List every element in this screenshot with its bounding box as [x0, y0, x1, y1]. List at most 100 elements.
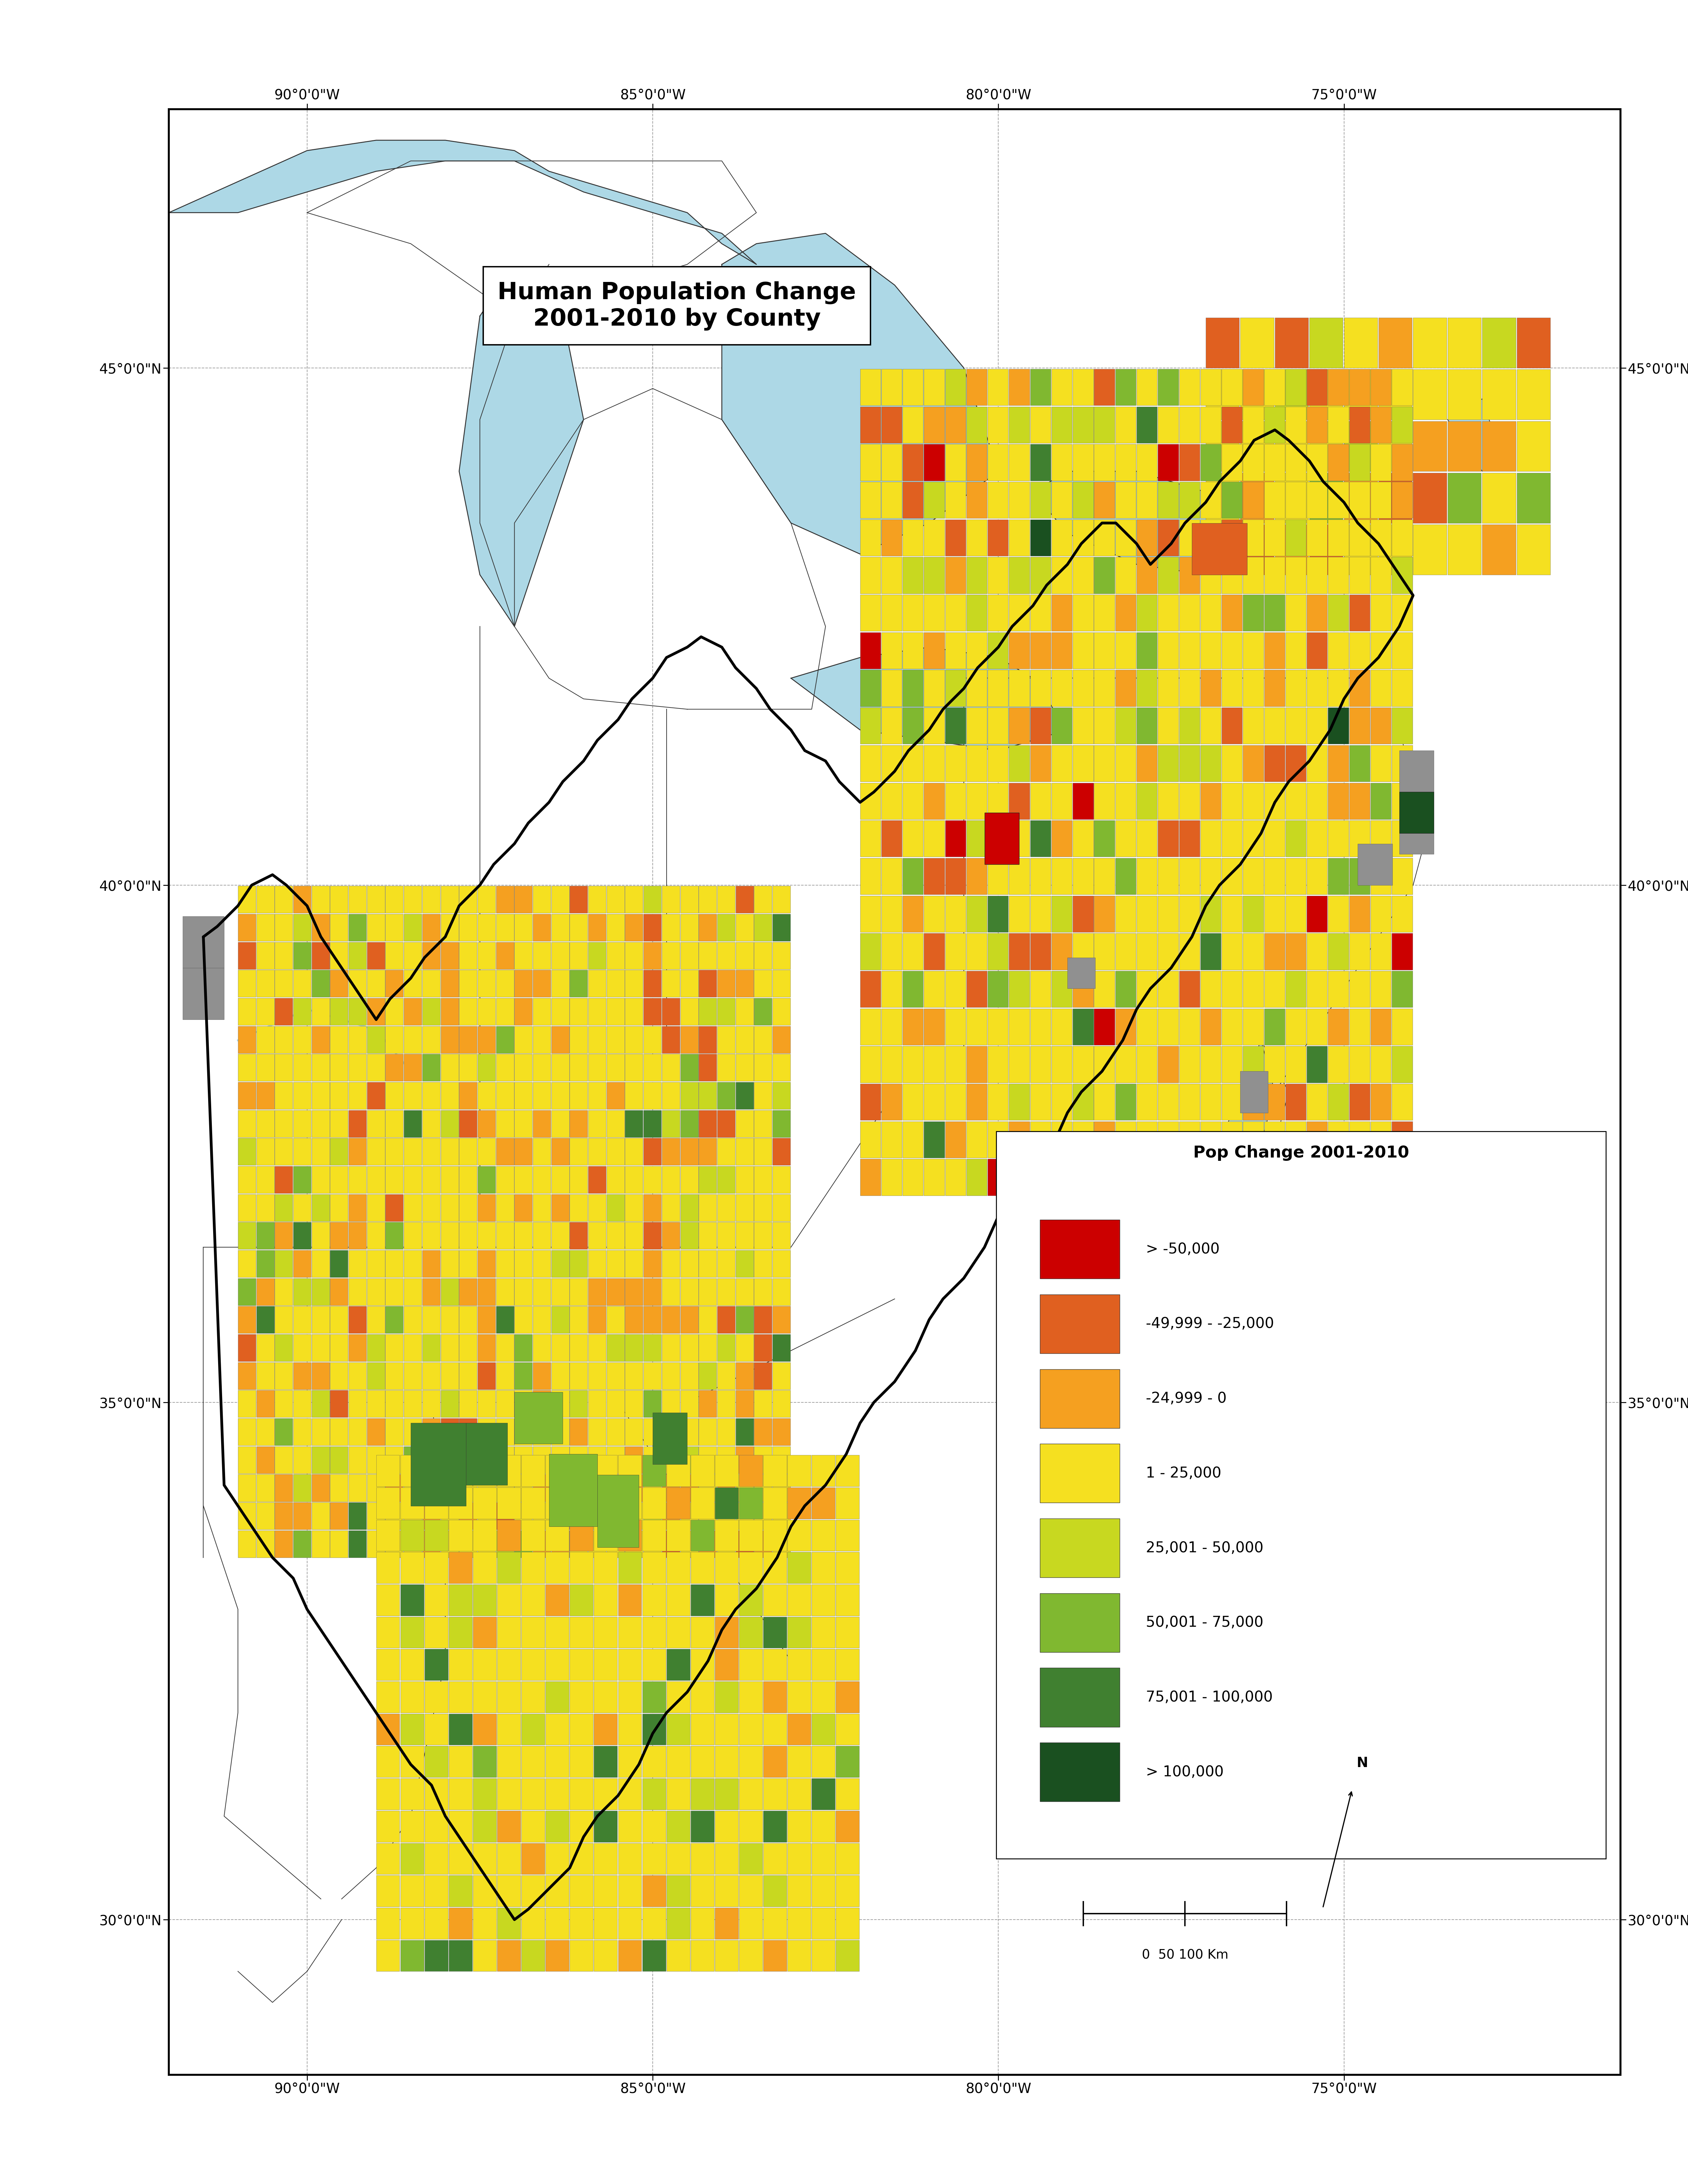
Bar — [376, 1553, 400, 1583]
Bar — [1286, 520, 1307, 557]
Bar — [496, 1249, 513, 1278]
Bar — [376, 1714, 400, 1745]
Bar — [1158, 520, 1178, 557]
Bar — [496, 1446, 513, 1474]
Bar — [625, 1531, 643, 1557]
Bar — [1052, 708, 1072, 745]
Bar — [571, 1417, 587, 1446]
Bar — [1328, 895, 1349, 933]
Bar — [182, 968, 225, 1020]
Bar — [385, 887, 403, 913]
Bar — [473, 1553, 496, 1583]
Bar — [903, 670, 923, 705]
Bar — [625, 1474, 643, 1503]
Bar — [625, 1166, 643, 1192]
Bar — [385, 1503, 403, 1529]
Bar — [238, 1278, 257, 1306]
Bar — [385, 913, 403, 941]
Bar — [903, 369, 923, 406]
Bar — [1344, 422, 1377, 472]
Bar — [1116, 443, 1136, 480]
Bar — [717, 1391, 734, 1417]
Bar — [478, 1223, 496, 1249]
Bar — [1328, 520, 1349, 557]
Bar — [348, 998, 366, 1024]
Bar — [1371, 782, 1391, 819]
Bar — [459, 1026, 478, 1053]
Bar — [449, 1745, 473, 1778]
Bar — [385, 1531, 403, 1557]
Bar — [680, 941, 699, 970]
Bar — [945, 858, 966, 895]
Bar — [312, 1195, 329, 1221]
Bar — [945, 1083, 966, 1120]
Bar — [643, 1520, 665, 1551]
Bar — [515, 1417, 532, 1446]
Bar — [545, 1907, 569, 1939]
Bar — [1242, 1009, 1264, 1044]
Bar — [1393, 1120, 1413, 1158]
Bar — [257, 1446, 273, 1474]
Bar — [238, 913, 257, 941]
Bar — [294, 1306, 311, 1334]
Bar — [515, 1249, 532, 1278]
Bar — [625, 1026, 643, 1053]
Bar — [1180, 858, 1200, 895]
Bar — [1136, 933, 1158, 970]
Bar — [449, 1939, 473, 1972]
Bar — [836, 1583, 859, 1616]
Bar — [552, 1363, 569, 1389]
Bar — [275, 1306, 292, 1334]
Bar — [459, 1417, 478, 1446]
Bar — [699, 998, 717, 1024]
Bar — [1136, 708, 1158, 745]
Bar — [1242, 557, 1264, 594]
Bar — [533, 1334, 550, 1361]
Bar — [473, 1583, 496, 1616]
Bar — [1052, 670, 1072, 705]
Bar — [662, 887, 680, 913]
Bar — [1242, 670, 1264, 705]
Bar — [312, 998, 329, 1024]
Bar — [690, 1907, 714, 1939]
Bar — [545, 1616, 569, 1649]
Bar — [496, 887, 513, 913]
Bar — [1310, 524, 1344, 574]
Bar — [366, 1109, 385, 1138]
Bar — [987, 933, 1008, 970]
Bar — [1349, 933, 1371, 970]
Bar — [945, 1009, 966, 1044]
Bar — [945, 557, 966, 594]
Bar — [1200, 972, 1220, 1007]
Bar — [1274, 422, 1308, 472]
Bar — [618, 1520, 641, 1551]
Bar — [1371, 520, 1391, 557]
Bar — [945, 369, 966, 406]
Bar — [1307, 972, 1327, 1007]
Bar — [1158, 782, 1178, 819]
Bar — [331, 1503, 348, 1529]
Bar — [425, 1553, 447, 1583]
Bar — [498, 1553, 520, 1583]
Bar — [606, 1363, 625, 1389]
Bar — [1371, 895, 1391, 933]
Bar — [755, 941, 771, 970]
Bar — [449, 1811, 473, 1841]
Bar — [403, 1195, 422, 1221]
Bar — [1264, 369, 1285, 406]
Bar — [836, 1843, 859, 1874]
Bar — [545, 1939, 569, 1972]
Bar — [1264, 933, 1285, 970]
Bar — [1264, 1160, 1285, 1195]
Bar — [348, 1363, 366, 1389]
Bar — [522, 1907, 545, 1939]
Bar — [680, 1195, 699, 1221]
Bar — [331, 941, 348, 970]
Bar — [1116, 782, 1136, 819]
Bar — [1116, 594, 1136, 631]
Bar — [625, 1446, 643, 1474]
Bar — [736, 1363, 753, 1389]
Bar — [571, 1026, 587, 1053]
Bar — [1205, 474, 1239, 522]
Bar — [594, 1907, 618, 1939]
